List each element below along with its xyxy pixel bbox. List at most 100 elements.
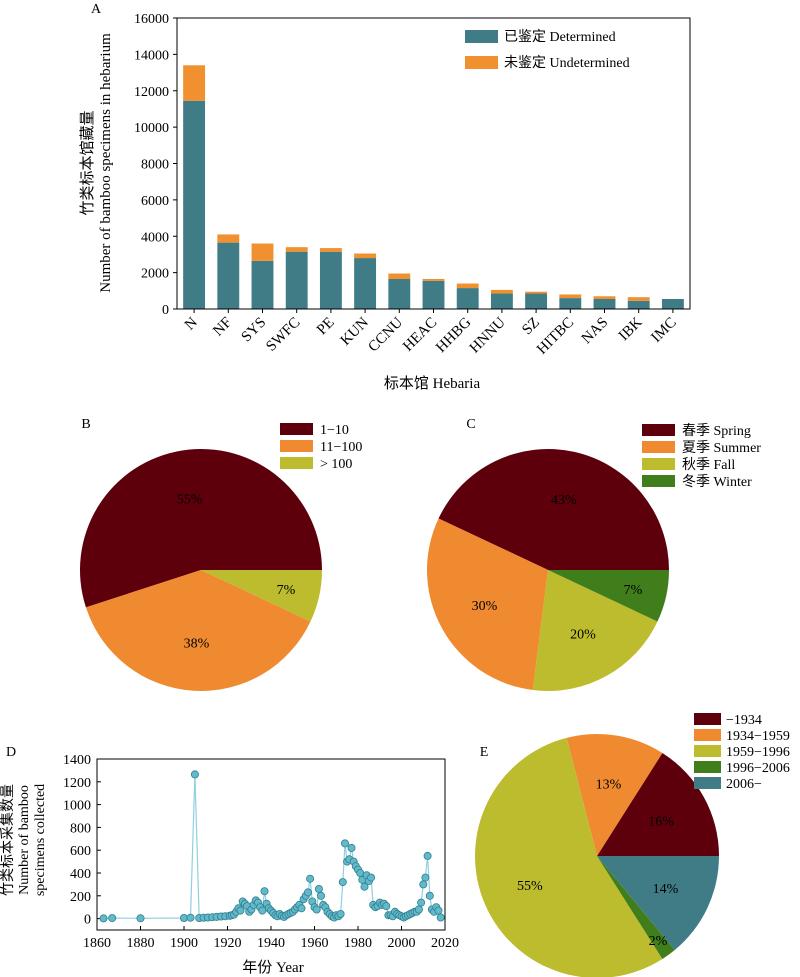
bar-NF-s1: [217, 234, 240, 243]
point-1977: [347, 843, 356, 852]
chart-e-slice-0: [597, 752, 719, 856]
legend-label-undetermined: 未鉴定 Undetermined: [504, 55, 630, 71]
bar-IBK-s0: [627, 300, 650, 309]
bar-SYS-s0: [251, 260, 274, 309]
chart-c-legend: 春季 Spring 夏季 Summer 秋季 Fall 冬季 Winter: [642, 423, 761, 490]
bar-HHBG-s1: [456, 283, 479, 289]
point-1903: [186, 913, 195, 922]
chart-c-slice-0: [438, 449, 669, 570]
point-2009: [417, 898, 426, 907]
chart-e-pie: 16% 13% 55% 2% 14% −1934 1934−1959 1959−1996…: [475, 713, 790, 977]
x-tick-label-HHBG: HHBG: [433, 314, 474, 355]
y-tick-label-400: 400: [70, 867, 91, 882]
y-tick-label-14000: 14000: [134, 48, 169, 63]
legend-swatch-e-0: [694, 713, 721, 725]
bar-NAS-s0: [593, 298, 616, 309]
chart-e-value-labels: 16% 13% 55% 2% 14%: [517, 778, 679, 949]
chart-c-value-label-1: 30%: [472, 599, 498, 614]
x-tick-label-1960: 1960: [301, 936, 329, 951]
legend-label-e-2: 1959−1996: [726, 745, 790, 760]
x-tick-label-2020: 2020: [431, 936, 459, 951]
x-tick-label-HITBC: HITBC: [534, 315, 577, 358]
chart-e-slice-1: [566, 733, 663, 856]
point-2011: [421, 873, 430, 882]
chart-b-slice-2: [201, 570, 322, 622]
x-tick-label-1900: 1900: [170, 936, 198, 951]
chart-c-value-label-2: 20%: [570, 628, 596, 643]
x-tick-label-SZ: SZ: [519, 315, 543, 339]
chart-c-slice-2: [532, 570, 658, 692]
x-tick-label-NAS: NAS: [579, 315, 612, 348]
point-1926: [236, 906, 245, 915]
bar-HNNU-s0: [490, 293, 513, 309]
bar-PE-s1: [319, 248, 342, 252]
point-1954: [297, 904, 306, 913]
legend-label-e-4: 2006−: [726, 777, 762, 792]
chart-c-slice-3: [548, 570, 669, 622]
point-2010: [419, 880, 428, 889]
chart-d-ylabel: 竹类标本采集数量 Number of bamboo specimens coll…: [0, 784, 48, 896]
bar-SWFC-s0: [285, 251, 308, 309]
bar-PE-s0: [319, 251, 342, 309]
bar-NF-s0: [217, 242, 240, 309]
x-tick-label-IMC: IMC: [648, 315, 679, 346]
bar-KUN-s0: [354, 258, 377, 309]
y-tick-label-12000: 12000: [134, 85, 169, 100]
legend-label-e-3: 1996−2006: [726, 761, 790, 776]
panel-label-e: E: [480, 745, 489, 760]
chart-a-ylabel-line2: Number of bamboo specimens in hebarium: [98, 33, 114, 293]
legend-swatch-c-1: [642, 441, 675, 453]
chart-d-ylabel-line1: 竹类标本采集数量: [0, 784, 16, 896]
legend-swatch-c-0: [642, 424, 675, 436]
x-tick-label-N: N: [182, 314, 201, 333]
legend-swatch-determined: [465, 30, 498, 43]
chart-c-slices: [427, 449, 669, 692]
bar-CCNU-s1: [388, 273, 411, 279]
y-tick-label-2000: 2000: [141, 267, 169, 282]
chart-a-frame: [176, 17, 691, 310]
chart-a-ylabel: 竹类标本馆藏量 Number of bamboo specimens in he…: [79, 33, 114, 293]
y-tick-label-600: 600: [70, 844, 91, 859]
chart-b-slice-1: [85, 570, 311, 691]
chart-c-slice-1: [427, 518, 548, 691]
bar-HITBC-s1: [559, 294, 582, 299]
bar-CCNU-s0: [388, 278, 411, 309]
bar-N-s1: [183, 65, 206, 101]
bar-HHBG-s0: [456, 288, 479, 309]
x-tick-label-IBK: IBK: [616, 314, 646, 344]
legend-label-c-1: 夏季 Summer: [682, 440, 761, 456]
legend-label-b-2: > 100: [320, 457, 352, 472]
y-tick-label-16000: 16000: [134, 12, 169, 27]
bar-SYS-s1: [251, 243, 274, 261]
chart-c-value-label-3: 7%: [624, 583, 643, 598]
x-tick-label-NF: NF: [210, 315, 235, 340]
y-tick-label-10000: 10000: [134, 121, 169, 136]
x-tick-label-1920: 1920: [214, 936, 242, 951]
legend-swatch-b-0: [280, 423, 313, 435]
y-tick-label-1000: 1000: [63, 799, 91, 814]
point-1974: [340, 839, 349, 848]
point-1972: [336, 910, 345, 919]
y-tick-label-4000: 4000: [141, 230, 169, 245]
point-1986: [367, 873, 376, 882]
chart-a-bars: [183, 65, 684, 309]
chart-a-xlabel: 标本馆 Hebaria: [384, 375, 481, 392]
point-1983: [360, 882, 369, 891]
chart-b-value-label-1: 38%: [184, 637, 210, 652]
chart-d-frame: [96, 758, 446, 931]
legend-swatch-c-2: [642, 458, 675, 470]
legend-swatch-b-2: [280, 457, 313, 469]
bar-KUN-s1: [354, 253, 377, 259]
chart-e-legend: −1934 1934−1959 1959−1996 1996−2006 2006…: [694, 713, 790, 792]
bar-SWFC-s1: [285, 247, 308, 252]
y-tick-label-6000: 6000: [141, 194, 169, 209]
legend-label-b-1: 11−100: [320, 440, 362, 455]
chart-c-pie: 43% 30% 20% 7% 春季 Spring 夏季 Summer 秋季 Fall …: [427, 423, 761, 692]
chart-e-slice-4: [597, 856, 719, 950]
legend-label-c-2: 秋季 Fall: [682, 457, 735, 473]
panel-label-d: D: [6, 745, 16, 760]
legend-swatch-c-3: [642, 475, 675, 487]
x-tick-label-HNNU: HNNU: [467, 314, 509, 356]
chart-e-slice-2: [475, 737, 663, 977]
